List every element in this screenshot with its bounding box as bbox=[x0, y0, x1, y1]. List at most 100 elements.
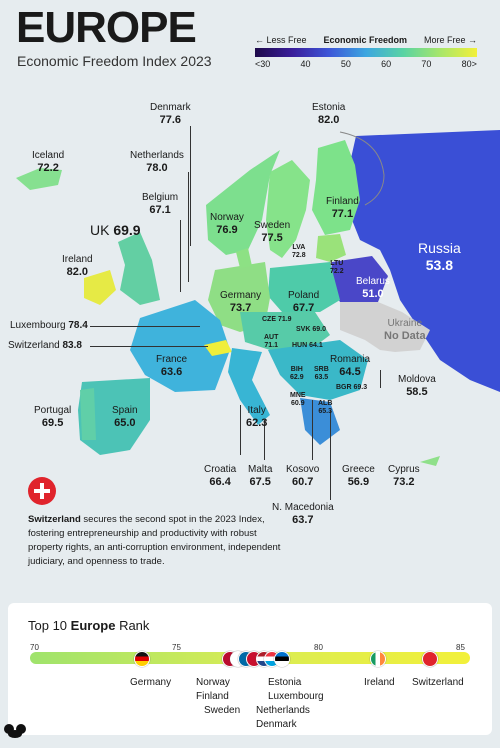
legend-tick: <30 bbox=[255, 59, 271, 69]
denmark-region bbox=[236, 248, 252, 268]
label-cze: CZE 71.9 bbox=[262, 316, 292, 323]
label-aut: AUT 71.1 bbox=[264, 334, 279, 349]
label-svk: SVK 69.0 bbox=[296, 326, 326, 333]
label-france: France 63.6 bbox=[156, 354, 188, 378]
label-bgr: BGR 69.3 bbox=[336, 384, 368, 391]
rank-name: Switzerland bbox=[412, 677, 464, 688]
rank-name: Ireland bbox=[364, 677, 395, 688]
legend-tick: 60 bbox=[381, 59, 392, 69]
rank-title: Top 10 Europe Rank bbox=[28, 618, 150, 633]
label-finland: Finland 77.1 bbox=[326, 196, 359, 220]
label-belarus: Belarus 51.0 bbox=[356, 276, 390, 300]
label-croatia: Croatia 66.4 bbox=[204, 464, 237, 488]
rank-name: Luxembourg bbox=[268, 691, 324, 702]
label-spain: Spain 65.0 bbox=[112, 405, 138, 429]
label-switzerland: Switzerland 83.8 bbox=[8, 340, 82, 351]
label-ukraine: Ukraine No Data bbox=[384, 318, 426, 342]
color-legend: ← Less Free Economic Freedom More Free →… bbox=[255, 35, 477, 69]
nmacedonia-leader bbox=[330, 410, 331, 500]
label-moldova: Moldova 58.5 bbox=[398, 374, 436, 398]
estonia-leader-arc bbox=[339, 131, 385, 206]
label-denmark: Denmark 77.6 bbox=[150, 102, 191, 126]
legend-less: ← Less Free bbox=[255, 35, 307, 45]
label-romania: Romania 64.5 bbox=[330, 354, 371, 378]
label-mne: MNE 60.9 bbox=[290, 392, 306, 407]
switzerland-flag-icon bbox=[28, 477, 56, 505]
label-greece: Greece 56.9 bbox=[342, 464, 375, 488]
germany-flag-icon bbox=[134, 651, 150, 667]
ireland-flag-icon bbox=[370, 651, 386, 667]
rank-name: Netherlands bbox=[256, 705, 310, 716]
malta-leader bbox=[264, 420, 265, 460]
denmark-leader bbox=[190, 126, 191, 246]
label-ireland: Ireland 82.0 bbox=[62, 254, 93, 278]
label-bih: BIH 62.9 bbox=[290, 366, 304, 381]
moldova-leader bbox=[380, 370, 381, 388]
baltic-region bbox=[316, 234, 346, 262]
cyprus-region bbox=[420, 456, 440, 466]
rank-name: Sweden bbox=[204, 705, 241, 716]
rank-tick: 80 bbox=[314, 643, 323, 652]
sweden-region bbox=[266, 160, 310, 258]
switzerland-leader bbox=[90, 346, 208, 347]
label-uk: UK 69.9 bbox=[90, 222, 141, 238]
luxembourg-leader bbox=[90, 326, 200, 327]
rank-name: Norway bbox=[196, 677, 230, 688]
belgium-leader bbox=[180, 220, 181, 292]
label-norway: Norway 76.9 bbox=[210, 212, 244, 236]
uk-region bbox=[118, 232, 160, 305]
rank-name: Germany bbox=[130, 677, 172, 688]
label-germany: Germany 73.7 bbox=[220, 290, 262, 314]
rank-tick: 85 bbox=[456, 643, 465, 652]
ukraine-region bbox=[340, 302, 430, 352]
label-cyprus: Cyprus 73.2 bbox=[388, 464, 420, 488]
legend-more: More Free → bbox=[423, 35, 477, 45]
legend-tick: 50 bbox=[340, 59, 351, 69]
label-lva: LVA 72.8 bbox=[292, 244, 306, 259]
rank-name: Estonia bbox=[268, 677, 302, 688]
label-sweden: Sweden 77.5 bbox=[254, 220, 291, 244]
label-kosovo: Kosovo 60.7 bbox=[286, 464, 320, 488]
switzerland-region bbox=[204, 340, 232, 356]
switzerland-rank-flag-icon bbox=[422, 651, 438, 667]
estonia-flag-icon bbox=[274, 651, 290, 667]
ireland-region bbox=[84, 270, 116, 305]
label-netherlands: Netherlands 78.0 bbox=[130, 150, 184, 174]
italy-region bbox=[228, 348, 270, 425]
label-srb: SRB 63.5 bbox=[314, 366, 329, 381]
iberia-region bbox=[78, 378, 150, 455]
label-portugal: Portugal 69.5 bbox=[34, 405, 72, 429]
label-iceland: Iceland 72.2 bbox=[32, 150, 65, 174]
label-ltu: LTU 72.2 bbox=[330, 260, 344, 275]
label-malta: Malta 67.5 bbox=[248, 464, 273, 488]
label-belgium: Belgium 67.1 bbox=[142, 192, 179, 216]
rank-tick: 70 bbox=[30, 643, 39, 652]
croatia-leader bbox=[240, 405, 241, 455]
label-hun: HUN 64.1 bbox=[292, 342, 323, 349]
central-region bbox=[240, 312, 330, 350]
finland-region bbox=[312, 140, 360, 235]
label-nmacedonia: N. Macedonia 63.7 bbox=[272, 502, 334, 526]
rank-name: Denmark bbox=[256, 719, 297, 730]
norway-region bbox=[206, 150, 280, 255]
rank-panel bbox=[8, 603, 492, 735]
rank-name: Finland bbox=[196, 691, 229, 702]
balkans-region bbox=[268, 340, 368, 400]
legend-tick: 80> bbox=[461, 59, 477, 69]
portugal-region bbox=[80, 388, 96, 440]
poland-region bbox=[268, 262, 340, 312]
rank-tick: 75 bbox=[172, 643, 181, 652]
legend-label: Economic Freedom bbox=[323, 35, 408, 45]
legend-gradient bbox=[255, 48, 477, 57]
legend-tick: 70 bbox=[421, 59, 432, 69]
label-poland: Poland 67.7 bbox=[288, 290, 320, 314]
page-title: EUROPE bbox=[16, 3, 197, 52]
label-alb: ALB 65.3 bbox=[318, 400, 333, 415]
netherlands-leader bbox=[188, 172, 189, 282]
iceland-region bbox=[16, 168, 62, 190]
label-russia: Russia 53.8 bbox=[418, 240, 461, 273]
label-italy: Italy 62.3 bbox=[246, 405, 268, 429]
brand-logo-icon bbox=[4, 720, 28, 742]
label-estonia: Estonia 82.0 bbox=[312, 102, 346, 126]
